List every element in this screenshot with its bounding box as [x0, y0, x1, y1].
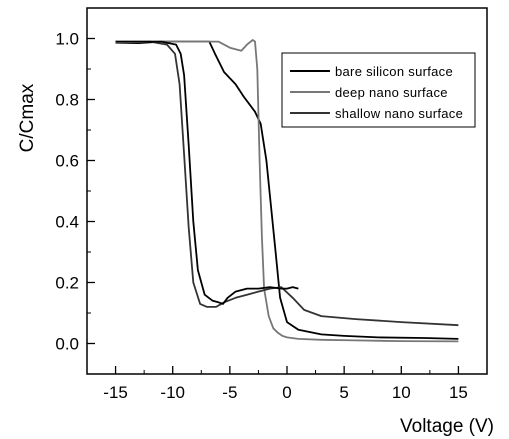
- x-tick-label: 0: [282, 383, 291, 402]
- x-tick-label: 10: [392, 383, 411, 402]
- legend-label-shallow-nano: shallow nano surface: [335, 106, 463, 121]
- y-tick-label: 1.0: [55, 30, 79, 49]
- x-axis-title: Voltage (V): [400, 416, 494, 437]
- x-tick-label: 5: [339, 383, 348, 402]
- y-tick-label: 0.6: [55, 152, 79, 171]
- y-tick-label: 0.0: [55, 335, 79, 354]
- legend-label-bare-silicon: bare silicon surface: [335, 64, 453, 79]
- x-tick-label: -10: [160, 383, 185, 402]
- axis-ticks: -15 -10 -5 0 5 10 15 0.0 0.2 0.4 0.6 0.8 1.0: [55, 30, 468, 403]
- legend: bare silicon surface deep nano surface s…: [281, 52, 476, 128]
- series-line-3: [115, 40, 299, 305]
- series-line-1: [115, 39, 459, 343]
- x-tick-label: 15: [449, 383, 468, 402]
- legend-label-deep-nano: deep nano surface: [335, 85, 448, 100]
- x-tick-label: -15: [103, 383, 128, 402]
- y-axis-title: C/Cmax: [17, 83, 38, 152]
- legend-box: [281, 52, 476, 128]
- y-tick-label: 0.2: [55, 274, 79, 293]
- series-layer: [115, 39, 459, 343]
- y-tick-label: 0.8: [55, 91, 79, 110]
- y-tick-label: 0.4: [55, 213, 79, 232]
- x-tick-label: -5: [222, 383, 237, 402]
